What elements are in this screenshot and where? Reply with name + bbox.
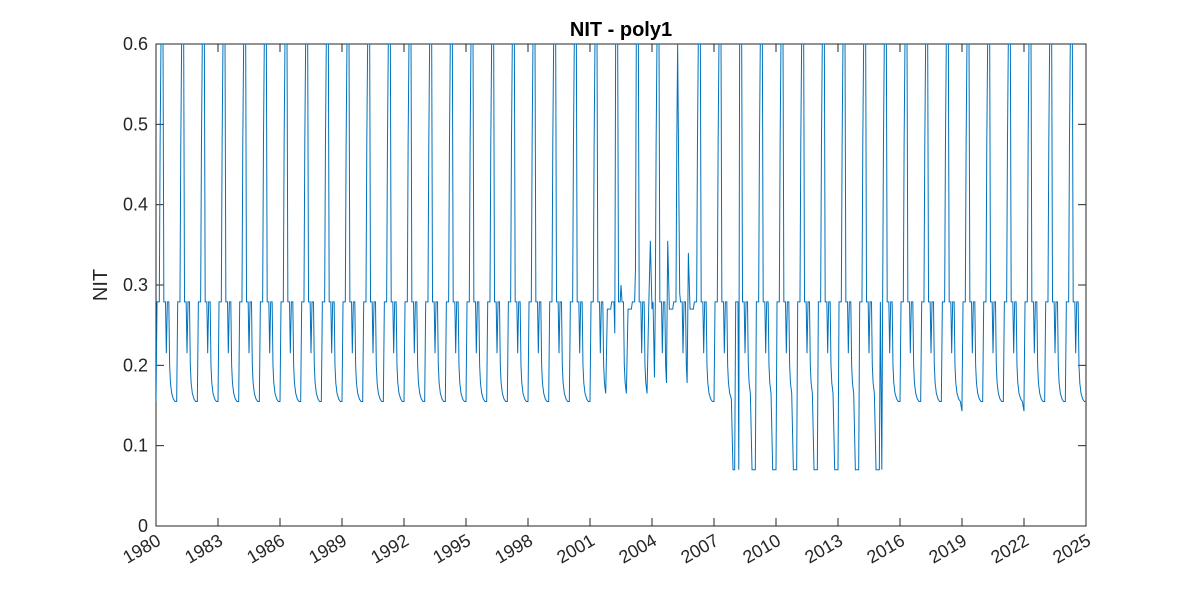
y-tick-label: 0: [138, 516, 148, 536]
x-tick-label: 1998: [491, 530, 536, 567]
x-tick-label: 2019: [925, 530, 970, 567]
x-tick-label: 2007: [677, 530, 722, 567]
y-tick-label: 0.4: [123, 195, 148, 215]
y-axis-ticks: 0 0.1 0.2 0.3 0.4 0.5 0.6: [123, 34, 1086, 536]
x-tick-label: 2001: [553, 530, 598, 567]
y-tick-label: 0.5: [123, 114, 148, 134]
y-tick-label: 0.6: [123, 34, 148, 54]
x-tick-label: 1983: [181, 530, 226, 567]
y-tick-label: 0.1: [123, 436, 148, 456]
x-tick-label: 2016: [863, 530, 908, 567]
x-tick-label: 1986: [243, 530, 288, 567]
x-tick-label: 2025: [1049, 530, 1094, 567]
y-axis-label: NIT: [90, 269, 112, 301]
y-tick-label: 0.3: [123, 275, 148, 295]
x-tick-label: 2010: [739, 530, 784, 567]
x-tick-label: 1989: [305, 530, 350, 567]
y-tick-label: 0.2: [123, 355, 148, 375]
x-tick-label: 1992: [367, 530, 412, 567]
x-tick-label: 2004: [615, 530, 660, 567]
x-tick-label: 1995: [429, 530, 474, 567]
x-tick-label: 2022: [987, 530, 1032, 567]
series-line: [156, 44, 1086, 471]
chart-title: NIT - poly1: [570, 19, 672, 41]
x-tick-label: 2013: [801, 530, 846, 567]
series-layer: [156, 44, 1086, 471]
